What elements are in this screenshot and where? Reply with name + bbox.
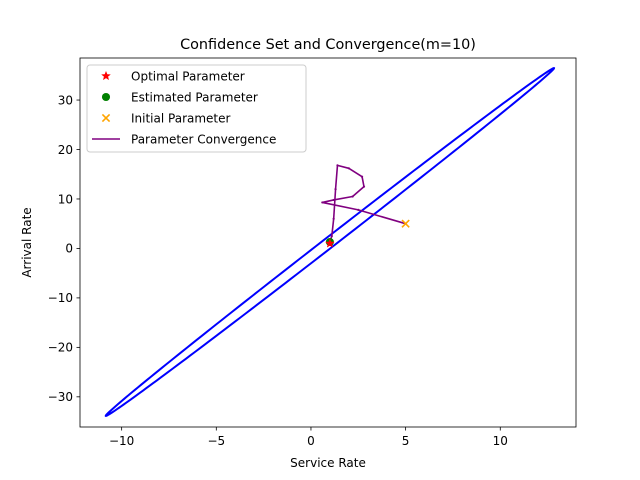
legend-marker-circle (101, 92, 111, 102)
legend-label: Estimated Parameter (131, 90, 258, 104)
x-axis-label: Service Rate (290, 456, 366, 470)
legend-marker-star (101, 70, 111, 81)
convergence-point (334, 187, 337, 191)
legend-items: Optimal Parameter Estimated Parameter Init… (92, 69, 276, 146)
data-layer (104, 67, 556, 417)
initial-parameter-marker (401, 219, 410, 228)
confidence-ellipse (104, 67, 556, 417)
y-tick-label: −30 (48, 390, 73, 404)
convergence-point (347, 167, 350, 170)
chart-title: Confidence Set and Convergence(m=10) (180, 37, 476, 53)
optimal-parameter-marker (324, 238, 335, 248)
legend-label: Parameter Convergence (131, 132, 276, 146)
legend: Optimal Parameter Estimated Parameter Init… (86, 64, 307, 153)
convergence-point (362, 185, 366, 188)
x-tick-label: 10 (493, 434, 508, 448)
y-axis: −30 −20 −10 0 10 20 30 (48, 93, 80, 404)
axes-frame (79, 57, 577, 428)
legend-label: Initial Parameter (131, 111, 231, 125)
x-tick-label: 0 (307, 434, 315, 448)
legend-box (86, 64, 307, 153)
y-tick-label: 0 (65, 242, 73, 256)
x-tick-label: −5 (207, 434, 225, 448)
convergence-point (330, 234, 333, 238)
y-tick-label: 20 (58, 143, 73, 157)
y-tick-label: 30 (58, 93, 73, 107)
convergence-point (336, 164, 339, 167)
convergence-point (357, 208, 360, 211)
y-tick-label: −20 (48, 341, 73, 355)
convergence-point (332, 198, 335, 202)
x-axis: −10 −5 0 5 10 (109, 427, 508, 448)
legend-marker-x (101, 113, 111, 123)
initial-parameter-marker-stroke-b (401, 219, 410, 228)
y-tick-label: −10 (48, 291, 73, 305)
convergence-point (321, 201, 324, 204)
convergence-point (360, 175, 364, 178)
x-tick-label: 5 (402, 434, 410, 448)
convergence-point (351, 195, 354, 198)
x-tick-label: −10 (109, 434, 134, 448)
legend-label: Optimal Parameter (131, 69, 245, 83)
convergence-point (332, 217, 335, 220)
y-axis-label: Arrival Rate (20, 207, 34, 277)
legend-marker-x-stroke-b (101, 113, 111, 123)
y-tick-label: 10 (58, 192, 73, 206)
